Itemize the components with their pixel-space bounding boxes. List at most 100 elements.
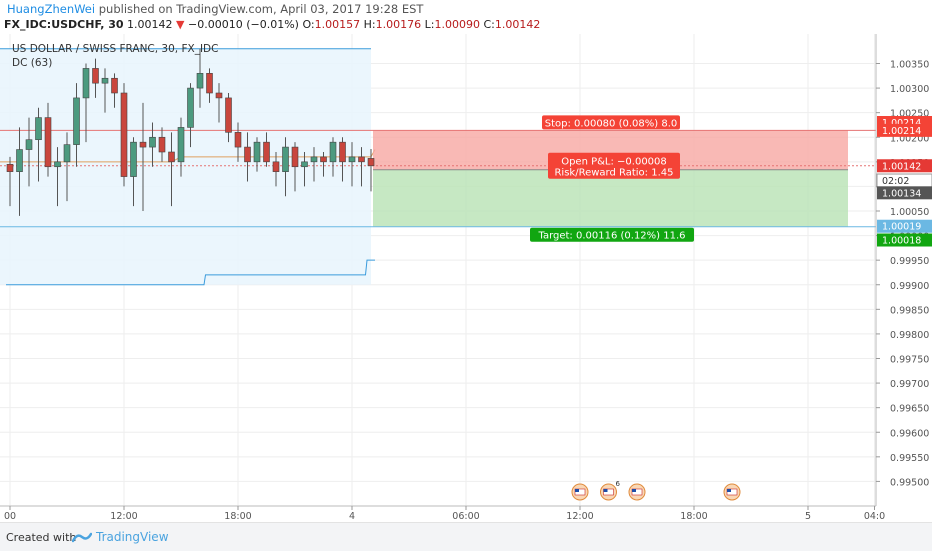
- candle: [339, 137, 346, 182]
- candles: [6, 48, 375, 216]
- price-tick-label: 1.00350: [890, 60, 929, 71]
- last-price: 1.00142: [127, 18, 173, 31]
- price-axis-marker-text: 1.00142: [882, 161, 921, 172]
- donchian-fill: [0, 48, 371, 285]
- candle: [187, 83, 194, 148]
- time-tick-label: 5: [805, 511, 811, 522]
- candle: [329, 137, 337, 177]
- us-flag-event-icon[interactable]: [723, 483, 741, 501]
- price-tick-label: 0.99950: [890, 256, 929, 267]
- candle: [215, 83, 223, 123]
- candle-body: [196, 73, 204, 89]
- tradingview-link[interactable]: TradingView: [72, 530, 169, 544]
- donchian-channel: [0, 48, 376, 286]
- candle-body: [339, 141, 346, 163]
- price-change: −0.00010 (−0.01%): [188, 18, 299, 31]
- price-tick-label: 0.99700: [890, 379, 929, 390]
- target-label-text: Target: 0.00116 (0.12%) 11.6: [537, 231, 685, 242]
- candle: [234, 122, 242, 162]
- publisher-line: HuangZhenWei published on TradingView.co…: [7, 2, 423, 16]
- indicator-title: DC (63): [12, 57, 52, 69]
- position-labels: Stop: 0.00080 (0.08%) 8.0 Open P&L: −0.00…: [530, 115, 694, 242]
- us-flag-event-icon[interactable]: 6: [600, 480, 621, 501]
- price-axis-marker-text: 1.00214: [882, 126, 921, 137]
- time-tick-label: 18:00: [224, 511, 251, 522]
- candle-body: [120, 92, 128, 177]
- tradingview-brand: TradingView: [96, 530, 169, 544]
- rr-label-text: Risk/Reward Ratio: 1.45: [554, 168, 673, 179]
- price-axis-marker-text: 1.00214: [882, 118, 921, 129]
- price-axis-marker-box: [877, 186, 932, 200]
- candle-body: [16, 149, 23, 172]
- price-axis-marker: 1.00018: [877, 233, 932, 247]
- symbol-name: FX_IDC:USDCHF, 30: [4, 18, 124, 31]
- candle-body: [6, 163, 14, 172]
- candle-body: [149, 136, 156, 148]
- price-chart[interactable]: Stop: 0.00080 (0.08%) 8.0 Open P&L: −0.00…: [0, 34, 932, 522]
- candle-body: [44, 117, 52, 168]
- candle: [320, 152, 327, 177]
- high-label: H:: [363, 18, 376, 31]
- price-axis-marker-text: 1.00018: [882, 236, 921, 247]
- candle-body: [177, 127, 185, 163]
- candle-body: [206, 73, 213, 94]
- price-axis-marker-text: 02:02: [882, 176, 909, 187]
- candle-body: [35, 117, 42, 141]
- footer-bar: Created with TradingView: [0, 522, 932, 551]
- candle-body: [111, 77, 118, 94]
- candle-body: [263, 141, 270, 163]
- price-tick-label: 0.99850: [890, 305, 929, 316]
- candle: [358, 147, 365, 187]
- price-axis-marker-box: [877, 233, 932, 247]
- candle: [253, 137, 261, 172]
- candle-body: [244, 146, 251, 163]
- target-label-box: [530, 227, 694, 242]
- economic-events[interactable]: 6: [571, 480, 741, 501]
- candle-body: [54, 161, 61, 168]
- price-tick-label: 1.00250: [890, 109, 929, 120]
- chart-header: HuangZhenWei published on TradingView.co…: [0, 0, 932, 34]
- event-flag-canton: [727, 489, 731, 492]
- candle-body: [301, 161, 308, 168]
- candle-body: [92, 68, 99, 84]
- candle-body: [215, 92, 223, 99]
- high-value: 1.00176: [375, 18, 422, 31]
- candle: [25, 117, 33, 187]
- candle: [63, 132, 71, 202]
- price-axis-marker: 1.00134: [877, 186, 932, 200]
- time-axis[interactable]: 00 12:00 18:00 4 06:00 12:00 18:00 5 04:0: [0, 505, 885, 522]
- candle: [6, 156, 14, 207]
- stop-label-text: Stop: 0.00080 (0.08%) 8.0: [545, 118, 677, 129]
- close-label: C:: [483, 18, 495, 31]
- price-axis-marker-box: [877, 123, 932, 137]
- price-tick-label: 0.99550: [890, 453, 929, 464]
- author-link[interactable]: HuangZhenWei: [7, 2, 96, 16]
- price-axis-marker: 1.00142: [877, 159, 932, 173]
- time-tick-label: 00: [4, 511, 16, 522]
- candle-body: [234, 132, 242, 148]
- price-axis[interactable]: 1.003501.003001.002501.002001.001501.001…: [875, 34, 932, 506]
- open-value: 1.00157: [314, 18, 361, 31]
- candle: [158, 127, 166, 162]
- candle: [310, 147, 318, 182]
- event-badge: 6: [616, 480, 621, 488]
- event-flag-canton: [575, 489, 579, 492]
- price-axis-marker-box: [877, 159, 932, 173]
- event-flag-canton: [603, 489, 608, 492]
- time-tick-label: 12:00: [566, 511, 593, 522]
- candle: [291, 142, 299, 192]
- pnl-label-text: Open P&L: −0.00008: [561, 157, 667, 168]
- candle: [92, 58, 99, 98]
- us-flag-event-icon[interactable]: [628, 483, 646, 501]
- candle: [196, 48, 204, 108]
- candle: [206, 68, 213, 103]
- tradingview-logo-icon: [72, 532, 92, 543]
- candle: [177, 117, 185, 177]
- target-zone[interactable]: [373, 169, 848, 227]
- candle-body: [225, 97, 232, 133]
- created-with-label: Created with: [6, 531, 77, 544]
- candle: [82, 63, 90, 143]
- candle: [120, 83, 128, 187]
- us-flag-event-icon[interactable]: [571, 483, 589, 501]
